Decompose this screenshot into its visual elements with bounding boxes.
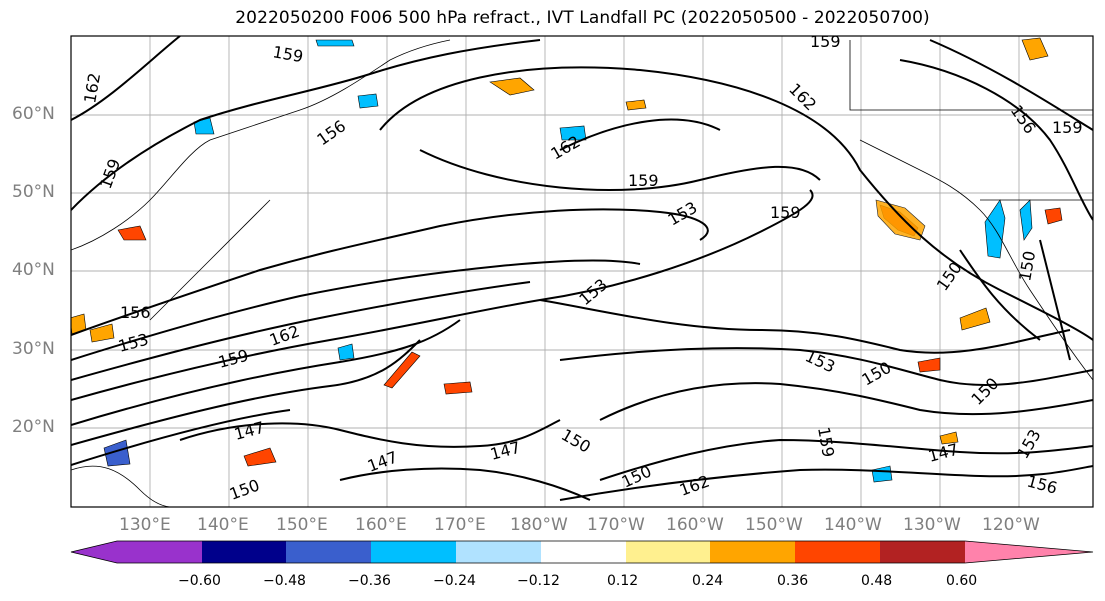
contour-label: 159	[1052, 118, 1083, 137]
colorbar	[70, 540, 1094, 564]
lon-tick-label: 170°W	[587, 515, 645, 535]
lon-tick-label: 130°W	[903, 515, 961, 535]
contour-label: 159	[770, 203, 801, 222]
graticule	[71, 36, 1093, 507]
lon-tick-label: 140°W	[824, 515, 882, 535]
colorbar-swatch	[880, 541, 965, 563]
contour-label: 159	[628, 171, 659, 190]
lat-tick-label: 30°N	[12, 339, 55, 359]
colorbar-label: 0.48	[861, 573, 893, 589]
colorbar-label: 0.36	[777, 573, 809, 589]
colorbar-swatch	[371, 541, 456, 563]
colorbar-swatch	[286, 541, 371, 563]
colorbar-label: 0.12	[607, 573, 639, 589]
lon-tick-label: 140°E	[197, 515, 249, 535]
colorbar-label: −0.60	[178, 573, 221, 589]
colorbar-swatch	[795, 541, 880, 563]
lat-tick-label: 40°N	[12, 260, 55, 280]
coastlines	[71, 39, 1093, 507]
colorbar-swatch	[456, 541, 541, 563]
colorbar-extend-low	[71, 541, 117, 563]
colorbar-label: −0.24	[433, 573, 476, 589]
lon-tick-label: 160°E	[355, 515, 407, 535]
colorbar-extend-high	[965, 541, 1093, 563]
map-title: 2022050200 F006 500 hPa refract., IVT La…	[235, 8, 930, 28]
map-background	[71, 36, 1093, 507]
lon-tick-label: 160°W	[666, 515, 724, 535]
lat-tick-label: 50°N	[12, 182, 55, 202]
colorbar-label: −0.12	[517, 573, 560, 589]
contour-label: 159	[810, 32, 841, 51]
colorbar-swatch	[626, 541, 710, 563]
lon-tick-label: 150°W	[745, 515, 803, 535]
colorbar-swatch	[541, 541, 626, 563]
colorbar-swatch	[117, 541, 202, 563]
lon-tick-label: 120°W	[982, 515, 1040, 535]
lon-tick-label: 170°E	[434, 515, 486, 535]
lon-tick-label: 130°E	[119, 515, 171, 535]
colorbar-swatch	[202, 541, 286, 563]
colorbar-label: −0.36	[348, 573, 391, 589]
lat-tick-label: 20°N	[12, 417, 55, 437]
contour-lines	[71, 36, 1093, 501]
lon-tick-label: 150°E	[276, 515, 328, 535]
colorbar-label: 0.24	[692, 573, 724, 589]
lon-tick-label: 180°W	[510, 515, 568, 535]
contour-label: 156	[120, 303, 151, 322]
colorbar-outline	[70, 540, 1094, 564]
lat-tick-label: 60°N	[12, 104, 55, 124]
colorbar-swatch	[710, 541, 795, 563]
map-frame	[70, 35, 1094, 508]
colorbar-label: −0.48	[263, 573, 306, 589]
colorbar-label: 0.60	[946, 573, 978, 589]
shaded-patches	[71, 37, 1063, 483]
